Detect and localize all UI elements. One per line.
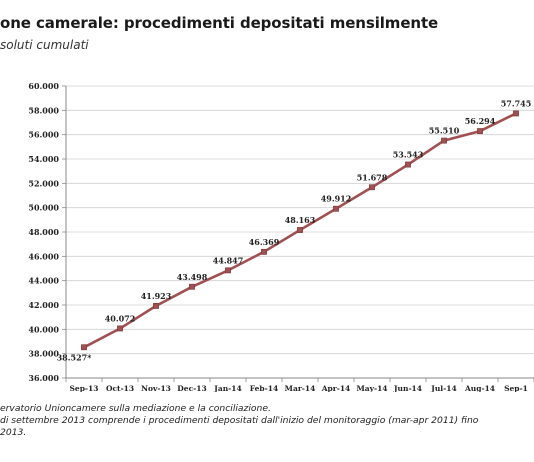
x-tick-label: Nov-13 — [141, 384, 171, 392]
data-label: 40.072 — [105, 313, 136, 323]
y-tick-label: 46.000 — [28, 251, 59, 261]
x-tick-label: Jun-14 — [393, 384, 422, 392]
data-label: 48.163 — [285, 215, 316, 225]
x-tick-label: Jul-14 — [430, 384, 456, 392]
data-label: 49.912 — [321, 194, 352, 204]
footnote-source: ervatorio Unioncamere sulla mediazione e… — [0, 403, 271, 414]
y-tick-label: 56.000 — [28, 130, 59, 140]
data-label: 57.745 — [501, 98, 532, 108]
data-point — [153, 303, 159, 309]
data-label: 53.543 — [393, 150, 424, 160]
data-label: 56.294 — [465, 116, 496, 126]
footnote-note-cont: 2013. — [0, 427, 27, 438]
data-point — [333, 205, 339, 212]
data-point — [369, 184, 375, 191]
x-tick-label: Aug-14 — [464, 384, 495, 392]
data-point — [225, 267, 231, 274]
y-tick-label: 36.000 — [28, 373, 59, 383]
x-tick-label: Mar-14 — [285, 384, 316, 392]
data-point — [297, 227, 303, 233]
x-tick-label: Oct-13 — [106, 384, 134, 392]
data-point — [261, 248, 267, 255]
y-tick-label: 54.000 — [28, 154, 59, 164]
y-tick-label: 60.000 — [28, 81, 59, 91]
line-chart: 36.000 38.000 40.000 42.000 44.000 46.000 48.0… — [28, 81, 534, 392]
data-point — [81, 344, 87, 351]
data-label: 51.678 — [357, 172, 388, 182]
x-tick-label: May-14 — [356, 384, 387, 392]
chart-title: one camerale: procedimenti depositati me… — [0, 14, 439, 32]
footnote-note: di settembre 2013 comprende i procedimen… — [0, 415, 479, 426]
y-tick-label: 42.000 — [28, 300, 59, 310]
x-tick-label: Sep-13 — [70, 384, 99, 392]
data-label: 43.498 — [177, 272, 208, 282]
data-point — [405, 161, 411, 168]
chart-subtitle: soluti cumulati — [0, 38, 89, 52]
data-labels: 38.527* 40.072 41.923 43.498 44.847 46.369 48.… — [57, 98, 532, 362]
x-tick-label: Jan-14 — [213, 384, 241, 392]
y-tick-label: 44.000 — [28, 276, 59, 286]
y-tick-label: 48.000 — [28, 227, 59, 237]
x-tick-label: Apr-14 — [321, 384, 351, 392]
y-tick-label: 40.000 — [28, 324, 59, 334]
data-point — [117, 325, 123, 332]
footnotes: ervatorio Unioncamere sulla mediazione e… — [0, 403, 534, 439]
data-point — [441, 137, 447, 144]
data-label: 46.369 — [249, 237, 280, 247]
y-axis-ticks: 36.000 38.000 40.000 42.000 44.000 46.000 48.0… — [28, 81, 59, 383]
data-label: 38.527* — [57, 352, 93, 362]
data-label: 44.847 — [213, 255, 244, 265]
x-axis-ticks: Sep-13 Oct-13 Nov-13 Dec-13 Jan-14 Feb-14 Mar-… — [70, 384, 528, 392]
data-point — [189, 283, 195, 290]
data-label: 41.923 — [141, 291, 172, 301]
x-tick-label: Dec-13 — [177, 384, 206, 392]
y-tick-label: 58.000 — [28, 105, 59, 115]
x-tick-label: Feb-14 — [250, 384, 278, 392]
axes — [62, 85, 534, 382]
y-tick-label: 52.000 — [28, 178, 59, 188]
y-tick-label: 38.000 — [28, 349, 59, 359]
data-label: 55.510 — [429, 126, 460, 136]
data-series — [81, 110, 519, 351]
data-point — [513, 110, 519, 117]
data-point — [477, 128, 483, 134]
x-tick-label: Sep-1 — [504, 384, 528, 392]
y-tick-label: 50.000 — [28, 203, 59, 213]
